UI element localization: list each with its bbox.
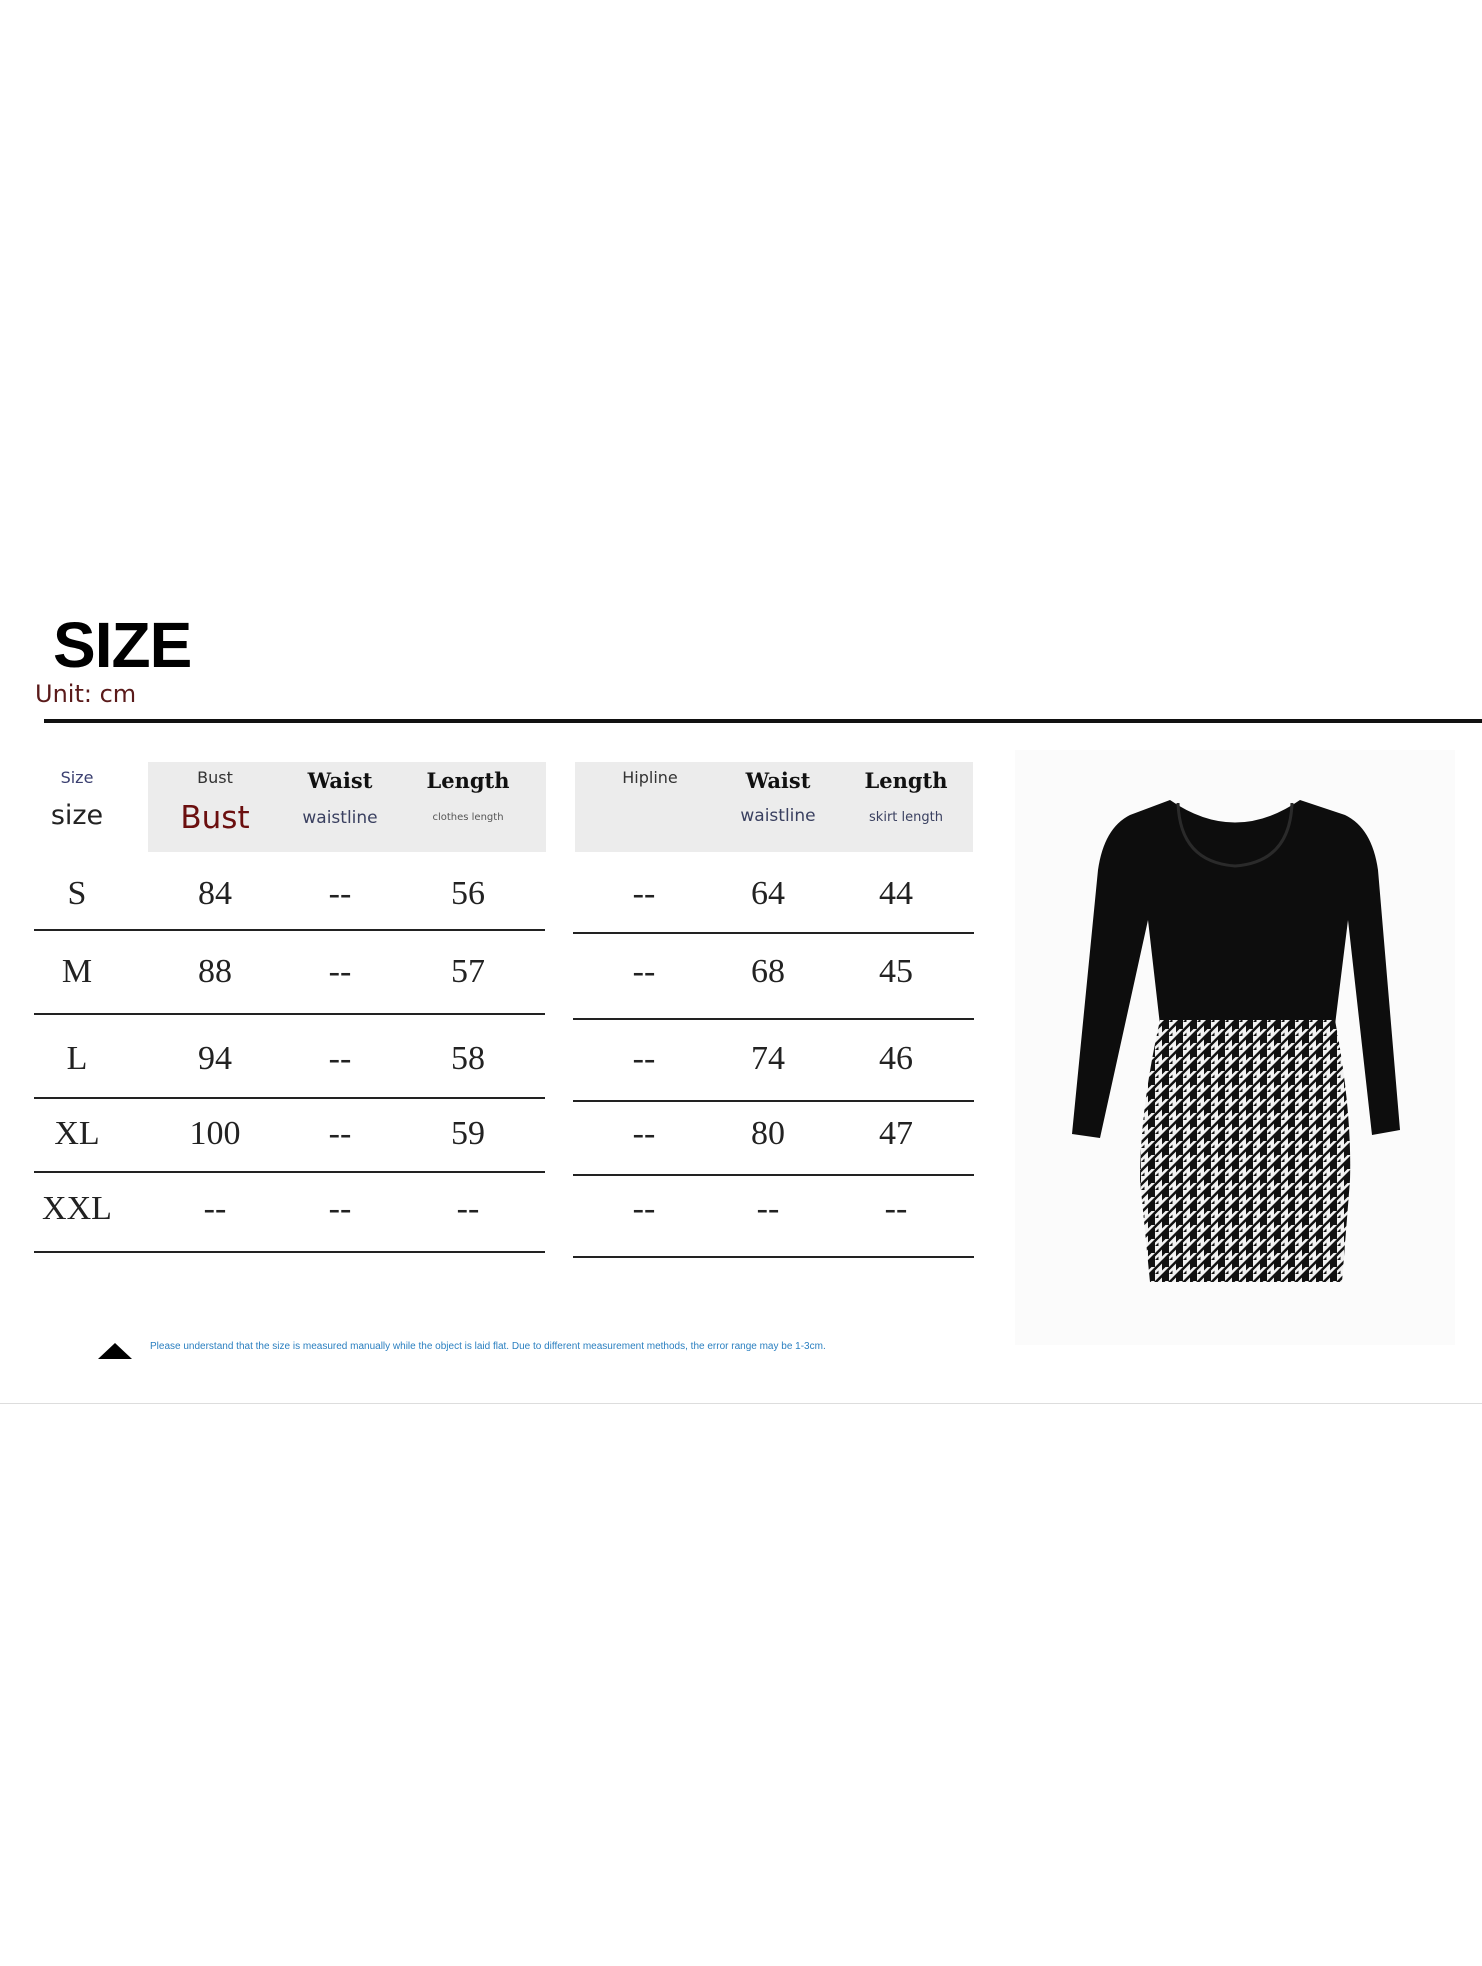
row-divider — [34, 1171, 545, 1173]
row-divider — [573, 932, 974, 934]
table-cell: 57 — [451, 953, 485, 990]
column-header: Length — [426, 768, 510, 793]
column-subheader: waistline — [740, 806, 816, 826]
row-divider — [573, 1100, 974, 1102]
table-cell: -- — [203, 1190, 227, 1227]
table-cell: -- — [456, 1190, 480, 1227]
size-label: M — [61, 953, 93, 990]
table-cell: 64 — [751, 875, 785, 912]
row-divider — [573, 1174, 974, 1176]
column-header: Length — [864, 768, 948, 793]
table-cell: 56 — [451, 875, 485, 912]
column-subheader: waistline — [302, 808, 378, 828]
divider — [44, 719, 1482, 723]
column-header: Bust — [197, 768, 233, 787]
page-title: SIZE — [53, 609, 192, 681]
column-header: Size — [60, 768, 94, 787]
table-cell: -- — [632, 1115, 656, 1152]
column-subheader: Bust — [180, 800, 250, 836]
table-cell: 58 — [451, 1040, 485, 1077]
row-divider — [34, 1013, 545, 1015]
table-cell: 45 — [879, 953, 913, 990]
product-image — [1015, 750, 1455, 1345]
table-cell: 88 — [198, 953, 232, 990]
table-cell: 46 — [879, 1040, 913, 1077]
size-label: XL — [54, 1115, 100, 1152]
column-subheader: clothes length — [432, 812, 504, 823]
row-divider — [34, 1251, 545, 1253]
table-cell: 80 — [751, 1115, 785, 1152]
skirt-table-header-bg — [575, 762, 973, 852]
table-cell: 44 — [879, 875, 913, 912]
table-cell: -- — [884, 1190, 908, 1227]
table-cell: -- — [632, 1040, 656, 1077]
divider — [0, 1403, 1482, 1404]
top-garment — [1072, 800, 1400, 1138]
top-table-header-bg — [148, 762, 546, 852]
table-cell: 94 — [198, 1040, 232, 1077]
measurement-note: Please understand that the size is measu… — [150, 1341, 826, 1352]
table-cell: -- — [632, 875, 656, 912]
column-header: Hipline — [622, 768, 678, 787]
unit-label: Unit: cm — [35, 680, 137, 708]
column-subheader: size — [50, 800, 104, 831]
row-divider — [573, 1256, 974, 1258]
column-header: Waist — [745, 768, 811, 793]
table-cell: 74 — [751, 1040, 785, 1077]
size-label: XXL — [42, 1190, 112, 1227]
table-cell: 84 — [198, 875, 232, 912]
row-divider — [34, 1097, 545, 1099]
row-divider — [34, 929, 545, 931]
table-cell: -- — [328, 953, 352, 990]
triangle-up-icon — [98, 1343, 132, 1359]
size-label: L — [66, 1040, 88, 1077]
table-cell: 100 — [189, 1115, 241, 1152]
skirt-garment — [1140, 1020, 1351, 1282]
table-cell: -- — [756, 1190, 780, 1227]
column-subheader: skirt length — [869, 810, 943, 825]
row-divider — [573, 1018, 974, 1020]
table-cell: -- — [632, 1190, 656, 1227]
table-cell: -- — [328, 875, 352, 912]
table-cell: -- — [632, 953, 656, 990]
table-cell: -- — [328, 1190, 352, 1227]
table-cell: 47 — [879, 1115, 913, 1152]
table-cell: -- — [328, 1040, 352, 1077]
table-cell: -- — [328, 1115, 352, 1152]
column-header: Waist — [307, 768, 373, 793]
table-cell: 59 — [451, 1115, 485, 1152]
table-cell: 68 — [751, 953, 785, 990]
size-label: S — [67, 875, 87, 912]
